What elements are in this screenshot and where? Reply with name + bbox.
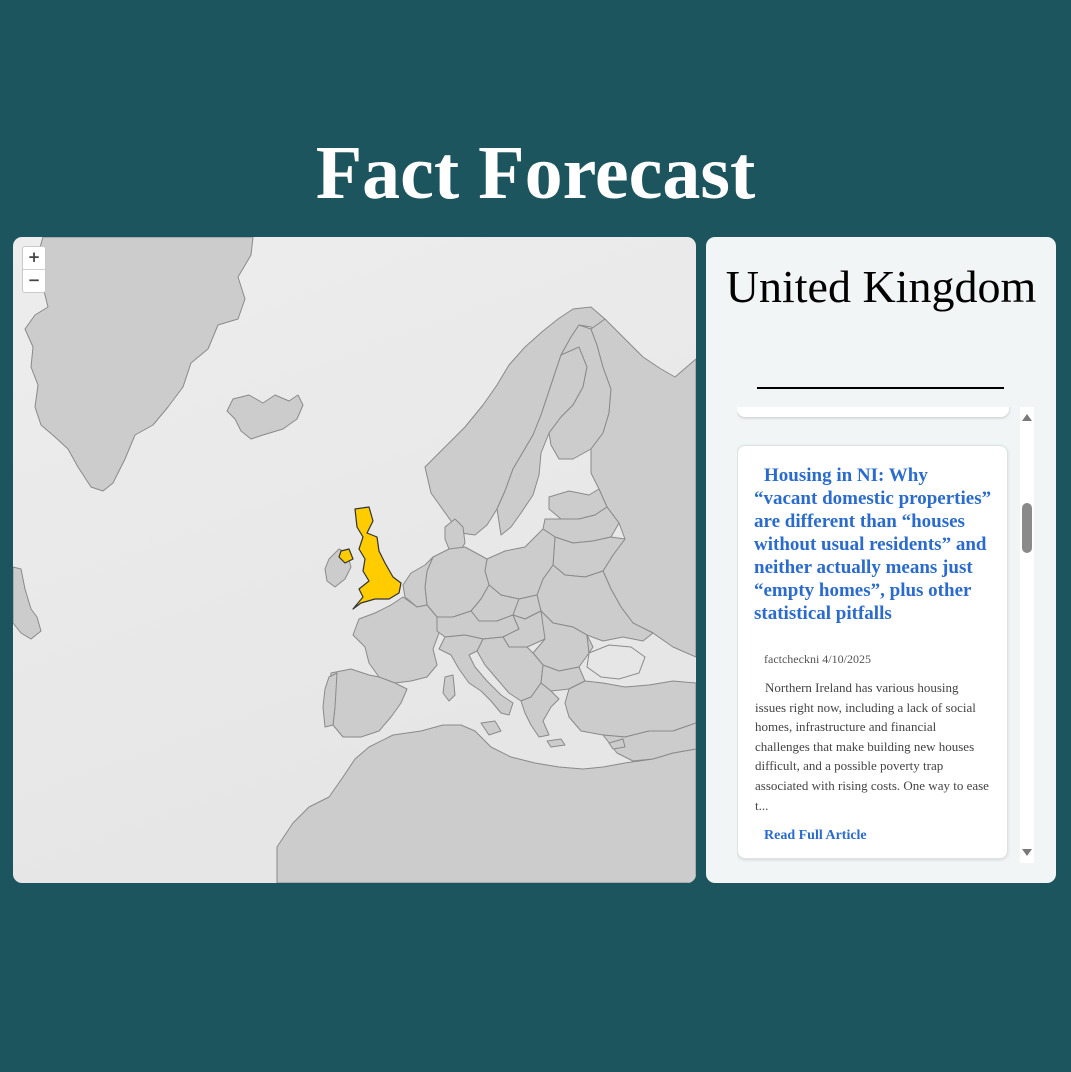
country-sicily[interactable] — [480, 720, 502, 736]
country-greenland[interactable] — [24, 237, 254, 492]
article-date: 4/10/2025 — [822, 652, 871, 666]
country-turkey[interactable] — [564, 680, 696, 738]
country-portugal[interactable] — [322, 672, 338, 728]
articles-list[interactable]: Housing in NI: Why “vacant domestic prop… — [737, 407, 1012, 862]
article-card-previous[interactable] — [737, 407, 1009, 417]
country-france[interactable] — [352, 596, 440, 684]
europe-map[interactable] — [13, 237, 696, 883]
articles-scrollbar[interactable] — [1020, 407, 1034, 863]
country-united-kingdom[interactable] — [352, 506, 402, 610]
country-cyprus[interactable] — [608, 738, 626, 750]
read-full-article-link[interactable]: Read Full Article — [764, 828, 867, 843]
article-meta: factcheckni 4/10/2025 — [764, 652, 871, 667]
article-excerpt: Northern Ireland has various housing iss… — [755, 680, 989, 813]
map-panel[interactable]: + − — [13, 237, 696, 883]
zoom-out-button[interactable]: − — [23, 269, 45, 292]
article-title[interactable]: Housing in NI: Why “vacant domestic prop… — [754, 465, 992, 624]
country-crete[interactable] — [546, 738, 566, 748]
country-sardinia[interactable] — [442, 674, 456, 702]
scroll-thumb[interactable] — [1022, 503, 1032, 553]
article-card[interactable]: Housing in NI: Why “vacant domestic prop… — [737, 445, 1008, 859]
country-northern-ireland[interactable] — [338, 548, 354, 564]
country-italy[interactable] — [438, 634, 514, 716]
country-panel: United Kingdom Housing in NI: Why “vacan… — [706, 237, 1056, 883]
black-sea — [586, 644, 646, 680]
country-benelux[interactable] — [402, 556, 434, 608]
scroll-down-icon[interactable] — [1022, 849, 1032, 856]
country-name: United Kingdom — [725, 261, 1037, 312]
zoom-in-button[interactable]: + — [27, 248, 41, 266]
zoom-control: + − — [22, 246, 46, 293]
country-iceland[interactable] — [226, 394, 304, 440]
divider — [757, 387, 1004, 389]
article-source: factcheckni — [764, 652, 820, 666]
country-greece[interactable] — [520, 682, 560, 738]
country-middle-east[interactable] — [602, 722, 696, 762]
site-title: Fact Forecast — [315, 131, 756, 215]
scroll-up-icon[interactable] — [1022, 414, 1032, 421]
country-moldova[interactable] — [572, 626, 594, 654]
country-island-west[interactable] — [13, 566, 42, 640]
